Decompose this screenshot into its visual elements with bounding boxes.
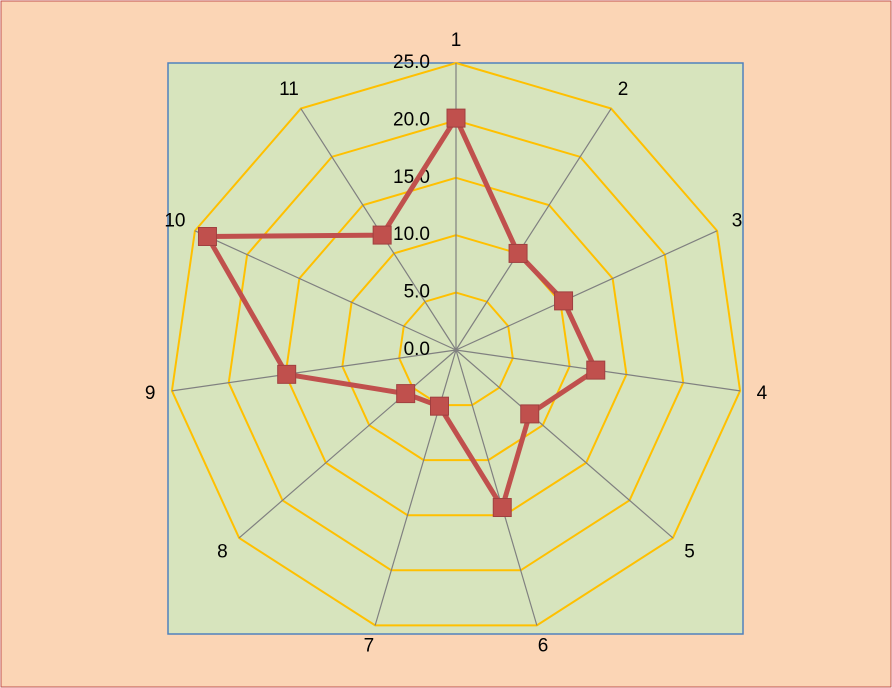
- grid-line: [398, 291, 514, 407]
- marker: [446, 108, 466, 128]
- y-tick-label: 0.0: [404, 339, 430, 360]
- marker: [396, 384, 416, 404]
- category-label: 1: [451, 30, 462, 51]
- grid-line: [341, 234, 571, 462]
- y-tick-label: 10.0: [393, 224, 430, 245]
- marker: [508, 243, 528, 263]
- spoke: [171, 349, 457, 392]
- grid-line: [284, 176, 628, 517]
- marker: [586, 360, 606, 380]
- y-tick-label: 20.0: [393, 109, 430, 130]
- marker: [372, 225, 392, 245]
- y-tick-label: 25.0: [393, 52, 430, 73]
- marker: [554, 291, 574, 311]
- marker: [492, 498, 512, 518]
- spoke: [455, 108, 612, 351]
- y-tick-label: 5.0: [404, 282, 430, 303]
- spoke: [455, 349, 674, 539]
- spoke: [455, 349, 538, 626]
- category-label: 3: [732, 211, 743, 232]
- category-label: 10: [164, 211, 185, 232]
- category-label: 7: [364, 635, 375, 656]
- grid-line: [170, 61, 742, 627]
- category-label: 2: [618, 79, 629, 100]
- category-label: 6: [538, 635, 549, 656]
- category-label: 8: [217, 541, 228, 562]
- category-label: 4: [757, 383, 768, 404]
- marker: [520, 404, 540, 424]
- category-label: 11: [279, 79, 299, 100]
- marker: [430, 396, 450, 416]
- category-label: 9: [145, 383, 156, 404]
- spoke: [374, 349, 457, 626]
- spoke: [194, 230, 457, 351]
- category-label: 5: [684, 541, 695, 562]
- spoke: [238, 349, 457, 539]
- spoke: [455, 230, 718, 351]
- marker: [277, 364, 297, 384]
- marker: [197, 226, 217, 246]
